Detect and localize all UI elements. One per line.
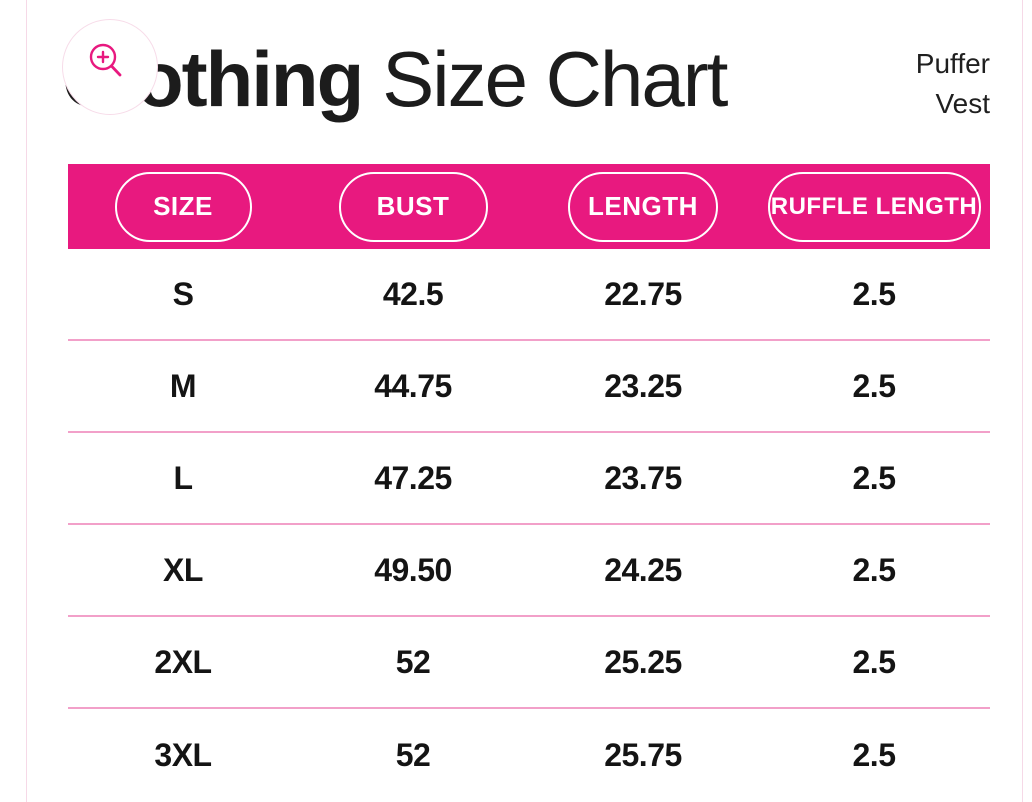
cell-length: 24.25 <box>604 551 682 588</box>
page-title: Clothing Size Chart <box>62 34 728 125</box>
cell-bust: 44.75 <box>374 367 452 404</box>
cell-ruffle-length: 2.5 <box>852 643 896 680</box>
cell-size: M <box>169 367 197 404</box>
cell-size: S <box>172 275 194 312</box>
table-row: S 42.5 22.75 2.5 <box>68 249 990 341</box>
table-row: L 47.25 23.75 2.5 <box>68 433 990 525</box>
cell-length: 23.25 <box>604 367 682 404</box>
length-header-pill: LENGTH <box>568 171 718 242</box>
product-name: Puffer Vest <box>916 44 990 124</box>
product-name-line1: Puffer <box>915 48 990 79</box>
cell-ruffle-length: 2.5 <box>852 459 896 496</box>
cell-length: 22.75 <box>604 275 682 312</box>
column-header-ruffle-length: RUFFLE LENGTH <box>758 171 990 242</box>
cell-ruffle-length: 2.5 <box>852 736 896 773</box>
cell-bust: 52 <box>395 736 431 773</box>
table-header-row: SIZE BUST LENGTH RUFFLE LENGTH <box>68 164 990 249</box>
cell-length: 23.75 <box>604 459 682 496</box>
zoom-in-icon <box>89 43 122 77</box>
cell-length: 25.25 <box>604 643 682 680</box>
table-row: M 44.75 23.25 2.5 <box>68 341 990 433</box>
cell-bust: 42.5 <box>382 275 444 312</box>
background-photo-edge <box>0 0 13 802</box>
cell-bust: 49.50 <box>374 551 452 588</box>
size-chart-table: SIZE BUST LENGTH RUFFLE LENGTH S 42.5 22… <box>68 164 990 801</box>
cell-bust: 52 <box>395 643 431 680</box>
column-header-bust: BUST <box>298 171 528 242</box>
card-right-border <box>1022 0 1023 802</box>
zoom-button[interactable] <box>62 19 158 115</box>
ruffle-length-header-pill: RUFFLE LENGTH <box>767 171 981 242</box>
cell-size: 3XL <box>154 736 212 773</box>
cell-ruffle-length: 2.5 <box>852 367 896 404</box>
table-row: 2XL 52 25.25 2.5 <box>68 617 990 709</box>
cell-length: 25.75 <box>604 736 682 773</box>
cell-ruffle-length: 2.5 <box>852 551 896 588</box>
cell-bust: 47.25 <box>374 459 452 496</box>
cell-size: L <box>173 459 193 496</box>
table-row: XL 49.50 24.25 2.5 <box>68 525 990 617</box>
cell-ruffle-length: 2.5 <box>852 275 896 312</box>
cell-size: 2XL <box>154 643 212 680</box>
page-title-suffix: Size Chart <box>382 35 728 123</box>
column-header-length: LENGTH <box>528 171 758 242</box>
bust-header-pill: BUST <box>338 171 488 242</box>
cell-size: XL <box>163 551 203 588</box>
product-name-line2: Vest <box>935 87 990 119</box>
card-left-border <box>26 0 27 802</box>
table-row: 3XL 52 25.75 2.5 <box>68 709 990 801</box>
size-header-pill: SIZE <box>114 171 252 242</box>
column-header-size: SIZE <box>68 171 298 242</box>
